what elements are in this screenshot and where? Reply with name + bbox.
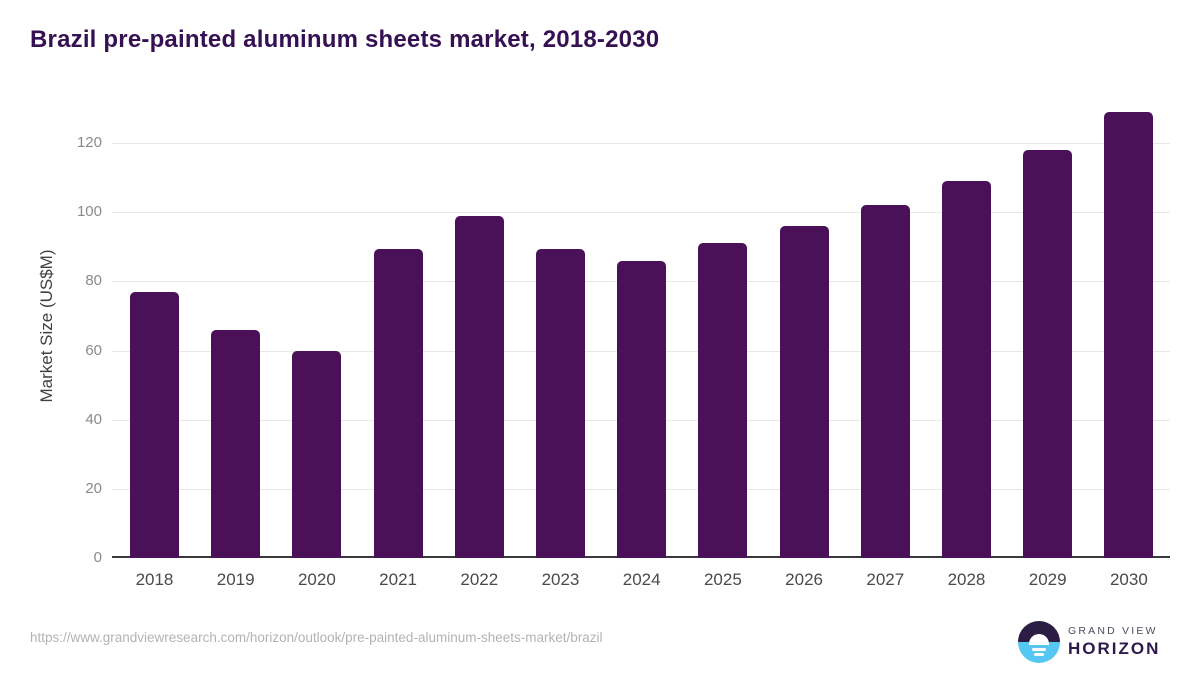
x-tick-label-2019: 2019 (216, 570, 255, 589)
x-tick-label-2026: 2026 (785, 570, 823, 589)
bar-2018 (130, 291, 179, 558)
y-tick-label-40: 40 (85, 410, 102, 428)
logo-text-grand-view: GRAND VIEW (1068, 625, 1158, 637)
bar-2019 (211, 329, 261, 558)
sun-reflection-line (1032, 648, 1046, 651)
bar-2027 (860, 205, 910, 558)
x-tick-label-2029: 2029 (1028, 570, 1067, 589)
source-url: https://www.grandviewresearch.com/horizo… (30, 630, 603, 645)
gridline-120 (112, 143, 1170, 145)
x-tick-label-2020: 2020 (297, 570, 336, 589)
y-tick-label-120: 120 (76, 134, 102, 152)
x-tick-label-2021: 2021 (379, 570, 417, 589)
logo-text-horizon: HORIZON (1068, 639, 1161, 658)
bar-2030 (1104, 111, 1154, 558)
x-tick-label-2018: 2018 (135, 570, 174, 589)
bar-2028 (942, 181, 991, 558)
sun-reflection-line (1034, 653, 1044, 656)
horizon-sun-icon (1018, 621, 1060, 663)
grand-view-horizon-logo: GRAND VIEW HORIZON (1018, 621, 1160, 663)
bar-2026 (779, 226, 829, 558)
bar-2029 (1023, 149, 1073, 558)
gridline-100 (112, 212, 1170, 214)
y-tick-label-0: 0 (93, 549, 102, 566)
sun-dome-shape (1029, 634, 1049, 645)
x-tick-label-2025: 2025 (703, 570, 742, 589)
chart-title: Brazil pre-painted aluminum sheets marke… (30, 26, 660, 53)
bar-2025 (698, 243, 748, 558)
bar-2021 (373, 248, 423, 558)
x-tick-label-2030: 2030 (1109, 570, 1148, 589)
x-tick-label-2022: 2022 (460, 570, 499, 589)
x-tick-label-2028: 2028 (947, 570, 986, 589)
y-tick-label-100: 100 (76, 203, 102, 221)
x-tick-label-2024: 2024 (622, 570, 661, 589)
x-tick-label-2023: 2023 (541, 570, 580, 589)
bar-2023 (536, 248, 585, 558)
y-tick-label-80: 80 (85, 272, 102, 290)
logo-text: GRAND VIEW HORIZON (1068, 625, 1160, 659)
x-tick-label-2027: 2027 (866, 570, 905, 589)
y-tick-label-20: 20 (85, 479, 102, 497)
bar-2020 (292, 350, 342, 558)
y-tick-label-60: 60 (85, 341, 102, 359)
bar-2024 (617, 260, 667, 558)
bar-2022 (454, 215, 504, 558)
